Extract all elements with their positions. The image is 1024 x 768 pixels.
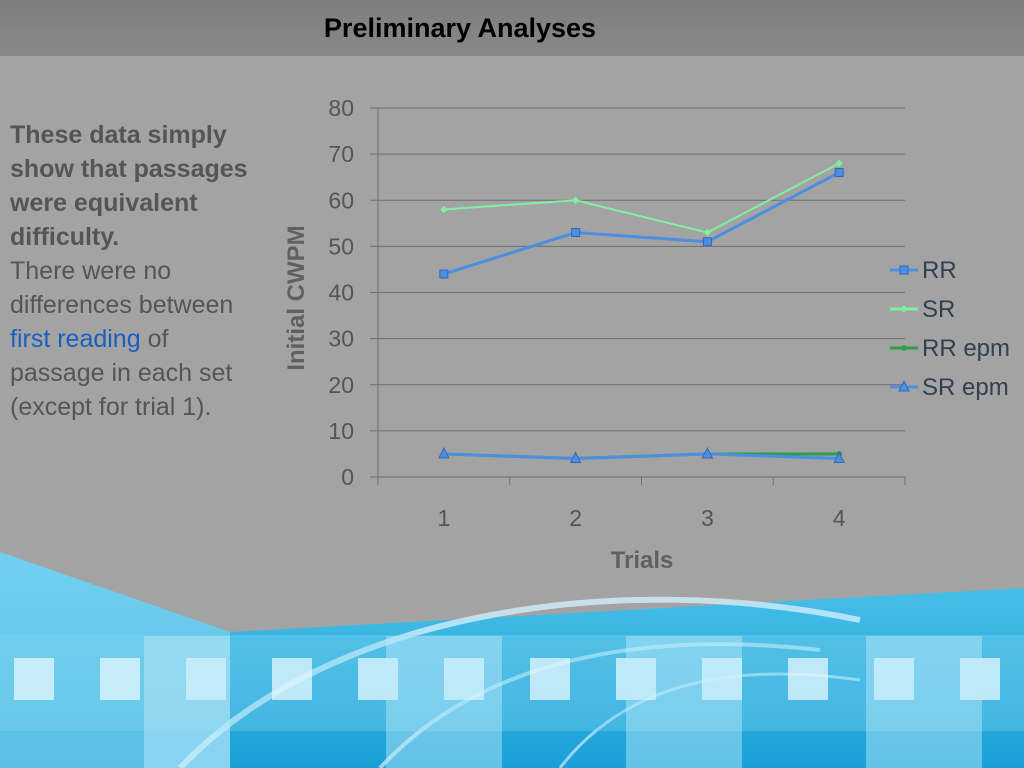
data-point-sr [440,205,448,214]
legend-label-rr: RR [922,257,957,284]
data-point-sr [835,159,843,168]
body-text-part2: of passage in each set (except for trial… [10,325,233,421]
legend-label-sr: SR [922,296,955,323]
slide-title: Preliminary Analyses [323,13,597,43]
series-line-sr-epm [443,452,840,461]
data-point-sr [703,228,712,237]
data-point-sr-epm [438,446,450,459]
data-point-rr [439,269,449,279]
y-tick-label: 50 [328,233,354,259]
data-point-sr-epm [569,451,582,464]
y-tick-label: 70 [328,141,354,167]
y-tick-label: 40 [328,280,354,306]
first-reading-link[interactable]: first reading [10,325,141,353]
legend-label-sr-epm: SR epm [922,374,1009,401]
x-axis-title: Trials [611,547,674,574]
data-point-rr [834,168,844,178]
data-point-sr-epm [833,451,845,464]
x-tick-label: 1 [437,505,450,531]
legend-marker-sr [900,305,908,313]
description-text: These data simply show that passages wer… [10,118,260,424]
series-line-sr [443,162,840,234]
y-tick-label: 80 [328,95,354,121]
legend-marker-sr-epm [898,379,910,392]
decorative-background [0,552,1024,768]
series-line-rr [443,171,840,276]
legend-marker-rr [899,265,909,275]
legend-marker-rr-epm [901,345,907,351]
data-point-sr [571,196,580,204]
data-point-sr-epm [701,446,714,459]
y-tick-label: 30 [328,326,354,352]
data-point-rr [702,237,712,247]
y-tick-label: 20 [328,372,354,398]
y-axis-title: Initial CWPM [283,225,310,370]
x-tick-label: 3 [701,505,714,531]
body-text-part1: There were no differences between [10,257,234,319]
summary-statement: These data simply show that passages wer… [10,121,248,251]
y-tick-label: 60 [328,187,354,213]
data-point-rr [571,228,581,238]
line-chart: 0 10 20 30 40 50 60 70 80 1 2 3 4 RR SR RR epm SR epm T… [283,95,1010,574]
y-tick-label: 0 [341,464,354,490]
y-tick-label: 10 [328,418,354,444]
x-tick-label: 2 [569,505,582,531]
x-tick-label: 4 [833,505,846,531]
legend-label-rr-epm: RR epm [922,335,1010,362]
title-bar [0,0,1024,56]
